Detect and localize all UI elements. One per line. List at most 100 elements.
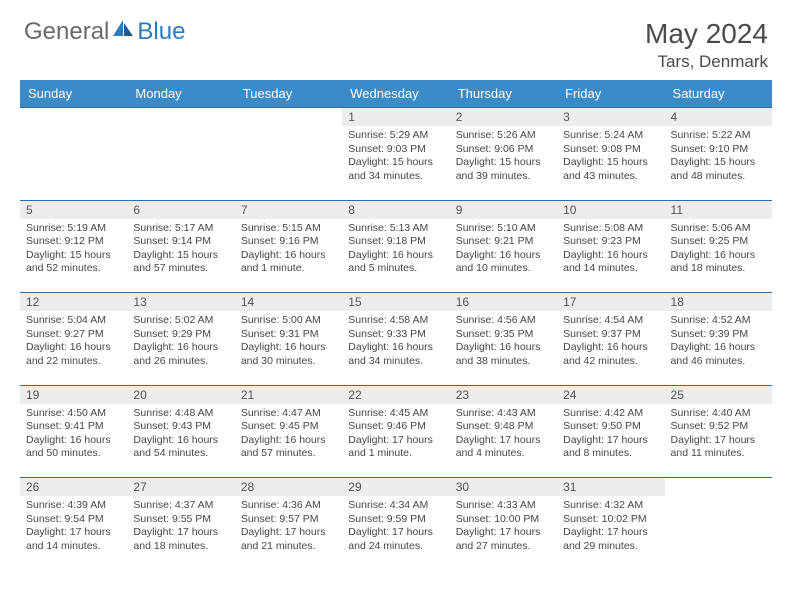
day-content-cell: Sunrise: 4:56 AMSunset: 9:35 PMDaylight:… xyxy=(450,311,557,385)
weekday-header-row: Sunday Monday Tuesday Wednesday Thursday… xyxy=(20,80,772,108)
sunrise-text: Sunrise: 5:06 AM xyxy=(671,222,766,236)
day-content-row: Sunrise: 4:39 AMSunset: 9:54 PMDaylight:… xyxy=(20,496,772,570)
sunset-text: Sunset: 9:21 PM xyxy=(456,235,551,249)
sunrise-text: Sunrise: 4:58 AM xyxy=(348,314,443,328)
sunset-text: Sunset: 9:54 PM xyxy=(26,513,121,527)
daylight-text: Daylight: 16 hours and 18 minutes. xyxy=(671,249,766,276)
day-number-cell: 23 xyxy=(450,385,557,404)
day-number-cell: 24 xyxy=(557,385,664,404)
sunset-text: Sunset: 9:37 PM xyxy=(563,328,658,342)
day-number-cell: 30 xyxy=(450,478,557,497)
day-number-cell: 26 xyxy=(20,478,127,497)
daylight-text: Daylight: 15 hours and 39 minutes. xyxy=(456,156,551,183)
sunset-text: Sunset: 9:12 PM xyxy=(26,235,121,249)
sunrise-text: Sunrise: 4:37 AM xyxy=(133,499,228,513)
day-number-cell xyxy=(127,108,234,127)
sunrise-text: Sunrise: 5:10 AM xyxy=(456,222,551,236)
day-content-cell: Sunrise: 5:24 AMSunset: 9:08 PMDaylight:… xyxy=(557,126,664,200)
sunrise-text: Sunrise: 4:43 AM xyxy=(456,407,551,421)
daylight-text: Daylight: 16 hours and 46 minutes. xyxy=(671,341,766,368)
day-number-cell: 4 xyxy=(665,108,772,127)
sunset-text: Sunset: 9:08 PM xyxy=(563,143,658,157)
weekday-header: Tuesday xyxy=(235,80,342,108)
day-number-cell: 28 xyxy=(235,478,342,497)
day-content-row: Sunrise: 5:29 AMSunset: 9:03 PMDaylight:… xyxy=(20,126,772,200)
title-block: May 2024 Tars, Denmark xyxy=(645,18,768,72)
day-number-row: 19202122232425 xyxy=(20,385,772,404)
day-number-row: 567891011 xyxy=(20,200,772,219)
day-number-cell: 8 xyxy=(342,200,449,219)
day-number-cell: 14 xyxy=(235,293,342,312)
sunset-text: Sunset: 9:29 PM xyxy=(133,328,228,342)
daylight-text: Daylight: 16 hours and 14 minutes. xyxy=(563,249,658,276)
daylight-text: Daylight: 17 hours and 4 minutes. xyxy=(456,434,551,461)
daylight-text: Daylight: 17 hours and 8 minutes. xyxy=(563,434,658,461)
daylight-text: Daylight: 16 hours and 50 minutes. xyxy=(26,434,121,461)
day-content-cell: Sunrise: 4:54 AMSunset: 9:37 PMDaylight:… xyxy=(557,311,664,385)
daylight-text: Daylight: 17 hours and 29 minutes. xyxy=(563,526,658,553)
sunset-text: Sunset: 9:14 PM xyxy=(133,235,228,249)
daylight-text: Daylight: 17 hours and 18 minutes. xyxy=(133,526,228,553)
day-number-cell: 21 xyxy=(235,385,342,404)
sunrise-text: Sunrise: 4:47 AM xyxy=(241,407,336,421)
sunrise-text: Sunrise: 4:39 AM xyxy=(26,499,121,513)
day-content-cell: Sunrise: 4:40 AMSunset: 9:52 PMDaylight:… xyxy=(665,404,772,478)
day-content-cell: Sunrise: 4:50 AMSunset: 9:41 PMDaylight:… xyxy=(20,404,127,478)
sunrise-text: Sunrise: 4:42 AM xyxy=(563,407,658,421)
day-content-cell: Sunrise: 4:52 AMSunset: 9:39 PMDaylight:… xyxy=(665,311,772,385)
day-number-cell: 10 xyxy=(557,200,664,219)
daylight-text: Daylight: 15 hours and 43 minutes. xyxy=(563,156,658,183)
sunrise-text: Sunrise: 5:19 AM xyxy=(26,222,121,236)
day-number-cell: 29 xyxy=(342,478,449,497)
sunset-text: Sunset: 9:25 PM xyxy=(671,235,766,249)
sunrise-text: Sunrise: 5:13 AM xyxy=(348,222,443,236)
sunset-text: Sunset: 9:35 PM xyxy=(456,328,551,342)
day-content-cell: Sunrise: 5:15 AMSunset: 9:16 PMDaylight:… xyxy=(235,219,342,293)
sunrise-text: Sunrise: 5:17 AM xyxy=(133,222,228,236)
sunrise-text: Sunrise: 5:00 AM xyxy=(241,314,336,328)
sunrise-text: Sunrise: 4:45 AM xyxy=(348,407,443,421)
day-content-row: Sunrise: 5:19 AMSunset: 9:12 PMDaylight:… xyxy=(20,219,772,293)
day-number-cell: 13 xyxy=(127,293,234,312)
sunset-text: Sunset: 9:48 PM xyxy=(456,420,551,434)
daylight-text: Daylight: 17 hours and 24 minutes. xyxy=(348,526,443,553)
daylight-text: Daylight: 16 hours and 42 minutes. xyxy=(563,341,658,368)
day-number-cell: 1 xyxy=(342,108,449,127)
day-content-cell: Sunrise: 5:22 AMSunset: 9:10 PMDaylight:… xyxy=(665,126,772,200)
day-number-cell: 7 xyxy=(235,200,342,219)
daylight-text: Daylight: 17 hours and 14 minutes. xyxy=(26,526,121,553)
brand-word-1: General xyxy=(24,18,109,46)
weekday-header: Saturday xyxy=(665,80,772,108)
daylight-text: Daylight: 16 hours and 26 minutes. xyxy=(133,341,228,368)
logo-sail-icon xyxy=(113,20,135,38)
sunset-text: Sunset: 9:43 PM xyxy=(133,420,228,434)
daylight-text: Daylight: 15 hours and 57 minutes. xyxy=(133,249,228,276)
sunset-text: Sunset: 9:55 PM xyxy=(133,513,228,527)
daylight-text: Daylight: 16 hours and 1 minute. xyxy=(241,249,336,276)
sunset-text: Sunset: 9:52 PM xyxy=(671,420,766,434)
sunrise-text: Sunrise: 4:52 AM xyxy=(671,314,766,328)
daylight-text: Daylight: 17 hours and 1 minute. xyxy=(348,434,443,461)
day-number-cell: 18 xyxy=(665,293,772,312)
weekday-header: Friday xyxy=(557,80,664,108)
daylight-text: Daylight: 15 hours and 34 minutes. xyxy=(348,156,443,183)
daylight-text: Daylight: 17 hours and 21 minutes. xyxy=(241,526,336,553)
day-content-cell xyxy=(665,496,772,570)
day-content-cell: Sunrise: 5:19 AMSunset: 9:12 PMDaylight:… xyxy=(20,219,127,293)
day-number-row: 12131415161718 xyxy=(20,293,772,312)
daylight-text: Daylight: 15 hours and 52 minutes. xyxy=(26,249,121,276)
sunset-text: Sunset: 9:57 PM xyxy=(241,513,336,527)
day-number-cell: 25 xyxy=(665,385,772,404)
sunrise-text: Sunrise: 4:50 AM xyxy=(26,407,121,421)
sunset-text: Sunset: 9:10 PM xyxy=(671,143,766,157)
brand-word-2: Blue xyxy=(137,18,185,46)
day-number-cell xyxy=(20,108,127,127)
day-content-cell: Sunrise: 5:00 AMSunset: 9:31 PMDaylight:… xyxy=(235,311,342,385)
day-content-cell: Sunrise: 4:45 AMSunset: 9:46 PMDaylight:… xyxy=(342,404,449,478)
day-number-cell: 31 xyxy=(557,478,664,497)
day-content-cell: Sunrise: 4:42 AMSunset: 9:50 PMDaylight:… xyxy=(557,404,664,478)
sunrise-text: Sunrise: 5:15 AM xyxy=(241,222,336,236)
sunrise-text: Sunrise: 5:26 AM xyxy=(456,129,551,143)
day-content-cell: Sunrise: 4:33 AMSunset: 10:00 PMDaylight… xyxy=(450,496,557,570)
day-content-cell: Sunrise: 5:08 AMSunset: 9:23 PMDaylight:… xyxy=(557,219,664,293)
